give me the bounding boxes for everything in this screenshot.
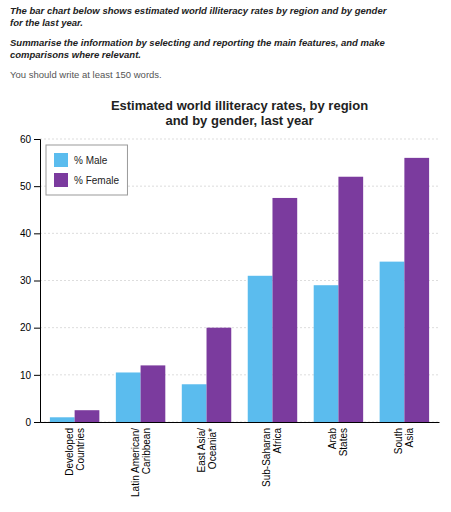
- tick-label: ArabStates: [327, 428, 349, 457]
- tick: Latin American/Caribbean: [130, 428, 152, 497]
- grid-line: [40, 139, 439, 140]
- grid-line: [40, 374, 439, 375]
- tick: 20: [20, 322, 40, 333]
- x-axis: DevelopedCountries Latin American/Caribbe…: [41, 423, 440, 497]
- bar: [50, 417, 75, 422]
- tick: 60: [20, 134, 40, 145]
- tick-mark: [34, 281, 40, 282]
- axis-domain: [34, 140, 41, 423]
- tick-label: 10: [20, 370, 32, 381]
- y-axis: 0 10 20 30 40 50 60: [20, 134, 41, 428]
- bars: [50, 158, 429, 422]
- bar: [75, 410, 100, 422]
- tick: 30: [20, 275, 40, 286]
- bar: [380, 262, 405, 422]
- tick: ArabStates: [327, 428, 349, 457]
- annotation: The bar chart below shows estimated worl…: [10, 5, 388, 28]
- chart: The bar chart below shows estimated worl…: [0, 0, 451, 512]
- tick-mark: [34, 422, 40, 423]
- tick-label: DevelopedCountries: [64, 428, 86, 476]
- annotation: Summarise the information by selecting a…: [10, 37, 386, 60]
- tick: East Asia/Oceania*: [196, 428, 218, 473]
- legend-swatch: [54, 153, 68, 167]
- grid-line: [40, 422, 439, 423]
- tick-label: 30: [20, 275, 32, 286]
- bar: [248, 276, 273, 422]
- bar: [141, 365, 166, 422]
- bar: [272, 198, 297, 422]
- legend-item: % Female: [54, 173, 119, 187]
- legend-label: % Female: [74, 175, 119, 186]
- tick-mark: [34, 139, 40, 140]
- legend-box: [46, 145, 127, 195]
- tick: DevelopedCountries: [64, 428, 86, 476]
- tick-label: 60: [20, 134, 32, 145]
- bar: [116, 372, 141, 422]
- bar: [182, 384, 207, 422]
- annotation: You should write at least 150 words.: [10, 69, 162, 80]
- grid-line: [40, 280, 439, 281]
- bar: [404, 158, 429, 422]
- tick-mark: [34, 186, 40, 187]
- tick: 50: [20, 181, 40, 192]
- tick: 10: [20, 370, 40, 381]
- tick-label: 50: [20, 181, 32, 192]
- tick: 40: [20, 228, 40, 239]
- axis-domain: [41, 422, 440, 423]
- legend-item: % Male: [54, 153, 108, 167]
- tick-label: Sub-SaharanAfrica: [261, 428, 283, 487]
- tick-label: East Asia/Oceania*: [196, 428, 218, 473]
- tick-label: SouthAsia: [393, 428, 415, 455]
- tick-label: 0: [25, 417, 31, 428]
- grid: [40, 139, 439, 422]
- legend-swatch: [54, 173, 68, 187]
- bar-series: [75, 158, 429, 422]
- tick: Sub-SaharanAfrica: [261, 428, 283, 487]
- tick-label: 20: [20, 322, 32, 333]
- bar: [314, 285, 339, 422]
- tick-mark: [34, 233, 40, 234]
- legend-label: % Male: [74, 155, 108, 166]
- bar: [338, 177, 363, 422]
- bar: [207, 328, 232, 422]
- legend: % Male % Female: [46, 145, 127, 195]
- tick-label: 40: [20, 228, 32, 239]
- tick: SouthAsia: [393, 428, 415, 455]
- tick-label: Latin American/Caribbean: [130, 428, 152, 497]
- tick-mark: [34, 328, 40, 329]
- tick: 0: [25, 417, 40, 428]
- tick-mark: [34, 375, 40, 376]
- chart-title: Estimated world illiteracy rates, by reg…: [111, 98, 368, 128]
- grid-line: [40, 233, 439, 234]
- grid-line: [40, 327, 439, 328]
